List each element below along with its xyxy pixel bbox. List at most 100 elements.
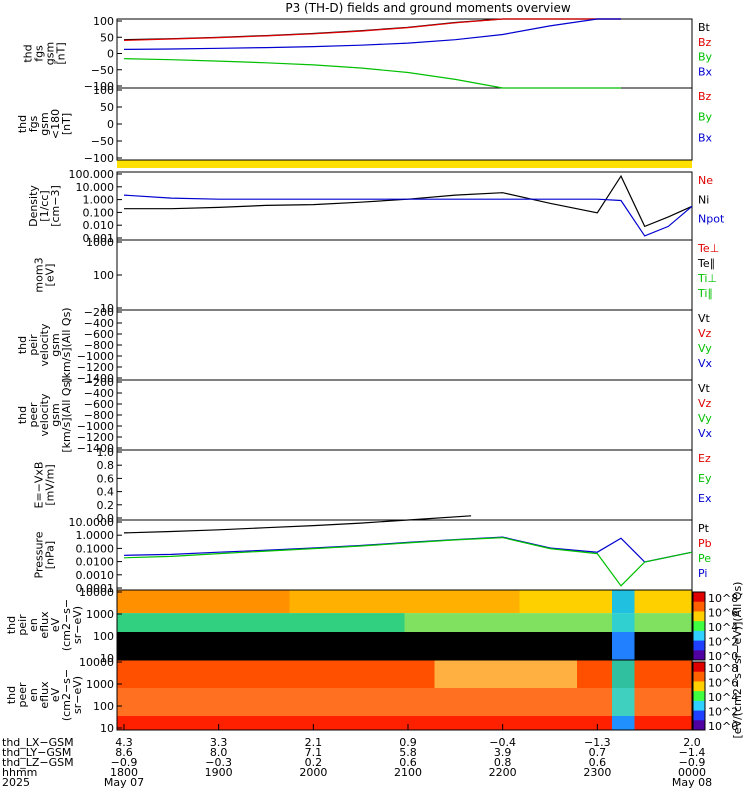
elec-spec-cell-mid: [594, 688, 598, 716]
ion-spec-cell-low: [387, 632, 390, 660]
legend-By: By: [698, 51, 713, 64]
elec-spec-cell-mid: [209, 688, 213, 716]
elec-spec-cell-upper: [347, 660, 350, 688]
ion-spec-cell-low: [199, 632, 203, 660]
elec-spec-cell-upper: [162, 660, 165, 688]
elec-spec-cell-upper: [379, 660, 383, 688]
elec-spec-cell-low: [522, 716, 525, 730]
elec-spec-cell-low: [142, 716, 145, 730]
elec-spec-cell-upper: [374, 660, 378, 688]
elec-spec-cell-upper: [154, 660, 158, 688]
elec-spec-cell-low: [242, 716, 245, 730]
ion-spec-cell-mid: [427, 613, 430, 632]
ion-spec-cell-mid: [247, 613, 250, 632]
elec-spec-cell-mid: [654, 688, 658, 716]
ion-spec-cell-mid: [264, 613, 268, 632]
elec-spec-cell-upper: [232, 660, 235, 688]
elec-spec-cell-mid: [192, 688, 195, 716]
y-label-line: Pressure: [33, 531, 46, 578]
elec-spec-cell-upper: [237, 660, 240, 688]
ion-spec-cell-mid: [459, 613, 463, 632]
elec-spec-cell-upper: [187, 660, 190, 688]
elec-spec-cell-mid: [357, 688, 360, 716]
elec-spec-cell-upper: [217, 660, 220, 688]
ion-spec-cell-mid: [492, 613, 495, 632]
elec-spec-cell-upper: [224, 660, 228, 688]
elec-spec-cell-mid: [269, 688, 273, 716]
y-tick-label: 10: [100, 722, 114, 735]
ion-spec-cell-upper: [259, 590, 263, 614]
ion-spec-cell-upper: [657, 590, 660, 614]
ion-spec-cell-upper: [204, 590, 208, 614]
ion-spec-cell-upper: [627, 590, 630, 614]
ion-spec-cell-upper: [509, 590, 513, 614]
elec-spec-cell-mid: [682, 688, 685, 716]
ion-spec-cell-upper: [559, 590, 563, 614]
elec-spec-cell-low: [394, 716, 398, 730]
elec-spec-cell-low: [232, 716, 235, 730]
ion-spec-cell-low: [479, 632, 483, 660]
y-tick-label: −50: [91, 135, 114, 148]
elec-spec-cell-upper: [462, 660, 465, 688]
x-row-name: thd_LX−GSM: [2, 736, 74, 749]
elec-spec-cell-mid: [567, 688, 570, 716]
ion-spec-cell-mid: [452, 613, 455, 632]
ion-spec-cell-mid: [162, 613, 165, 632]
ion-spec-cell-mid: [289, 613, 293, 632]
elec-spec-cell-mid: [619, 688, 623, 716]
elec-spec-cell-low: [207, 716, 210, 730]
elec-spec-cell-upper: [557, 660, 560, 688]
elec-spec-cell-low: [437, 716, 440, 730]
ion-spec-cell-upper: [549, 590, 553, 614]
elec-spec-cell-low: [559, 716, 563, 730]
elec-spec-cell-upper: [384, 660, 388, 688]
ion-spec-cell-mid: [677, 613, 680, 632]
elec-spec-cell-low: [287, 716, 290, 730]
y-tick-label: −1000: [77, 350, 114, 363]
ion-spec-cell-mid: [352, 613, 355, 632]
elec-spec-cell-mid: [359, 688, 363, 716]
ion-spec-cell-mid: [614, 613, 618, 632]
ion-spec-cell-low: [362, 632, 365, 660]
ion-spec-cell-low: [222, 632, 225, 660]
ion-spec-cell-mid: [534, 613, 538, 632]
elec-spec-cell-upper: [619, 660, 623, 688]
elec-spec-cell-mid: [592, 688, 595, 716]
elec-spec-cell-mid: [117, 688, 120, 716]
ion-spec-cell-upper: [494, 590, 498, 614]
ion-spec-cell-mid: [619, 613, 623, 632]
legend-Vy: Vy: [698, 412, 712, 425]
elec-spec-cell-low: [587, 716, 590, 730]
ion-spec-cell-upper: [284, 590, 288, 614]
ion-spec-cell-upper: [412, 590, 415, 614]
ion-spec-cell-upper: [567, 590, 570, 614]
elec-spec-cell-upper: [239, 660, 243, 688]
ion-spec-cell-mid: [439, 613, 443, 632]
ion-spec-cell-mid: [527, 613, 530, 632]
elec-spec-cell-upper: [494, 660, 498, 688]
ion-spec-cell-mid: [319, 613, 323, 632]
ion-spec-cell-mid: [417, 613, 420, 632]
ion-spec-cell-mid: [364, 613, 368, 632]
ion-spec-cell-low: [287, 632, 290, 660]
ion-spec-cell-low: [437, 632, 440, 660]
elec-spec-cell-low: [402, 716, 405, 730]
ion-spec-cell-mid: [382, 613, 385, 632]
ion-spec-cell-mid: [542, 613, 545, 632]
elec-spec-cell-upper: [349, 660, 353, 688]
elec-spec-cell-low: [347, 716, 350, 730]
elec-spec-cell-low: [532, 716, 535, 730]
ion-spec-cell-low: [602, 632, 605, 660]
elec-spec-cell-upper: [612, 660, 615, 688]
ion-spec-cell-mid: [397, 613, 400, 632]
ion-spec-cell-low: [487, 632, 490, 660]
elec-spec-cell-low: [212, 716, 215, 730]
ion-spec-cell-low: [219, 632, 223, 660]
elec-spec-cell-upper: [412, 660, 415, 688]
legend-Pt: Pt: [698, 522, 710, 535]
elec-spec-cell-upper: [324, 660, 328, 688]
ion-spec-cell-low: [532, 632, 535, 660]
elec-spec-cell-mid: [164, 688, 168, 716]
ion-spec-cell-upper: [444, 590, 448, 614]
series-Bx: [123, 18, 621, 50]
